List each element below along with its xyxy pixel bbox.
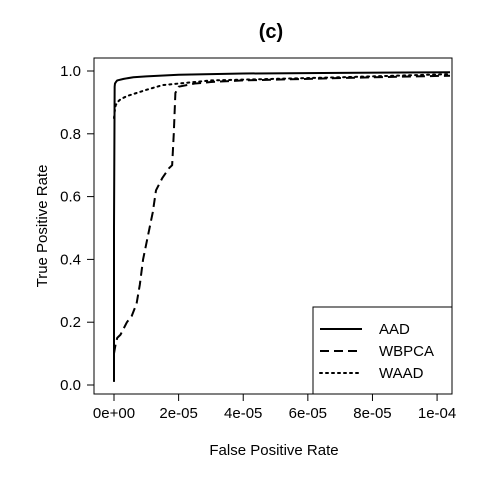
y-tick-label: 0.8 <box>60 126 81 143</box>
x-tick-label: 4e-05 <box>224 405 262 422</box>
legend-label-waad: WAAD <box>379 365 424 382</box>
x-tick-label: 6e-05 <box>289 405 327 422</box>
x-tick-label: 0e+00 <box>93 405 135 422</box>
legend-label-aad: AAD <box>379 321 410 338</box>
y-axis: 0.0 0.2 0.4 0.6 0.8 1.0 <box>60 63 95 394</box>
series-line-wbpca <box>113 74 451 354</box>
series-layer <box>113 71 451 382</box>
legend-label-wbpca: WBPCA <box>379 343 434 360</box>
y-tick-label: 0.2 <box>60 314 81 331</box>
series-line-waad <box>113 73 451 120</box>
x-tick-label: 8e-05 <box>353 405 391 422</box>
x-tick-label: 1e-04 <box>418 405 456 422</box>
y-tick-label: 0.4 <box>60 251 81 268</box>
y-tick-label: 0.6 <box>60 189 81 206</box>
x-axis-label: False Positive Rate <box>209 442 338 459</box>
series-line-aad <box>113 71 451 382</box>
x-axis: 0e+00 2e-05 4e-05 6e-05 8e-05 1e-04 <box>93 393 456 422</box>
y-tick-label: 1.0 <box>60 63 81 80</box>
y-tick-label: 0.0 <box>60 377 81 394</box>
y-axis-label: True Positive Rate <box>34 165 51 288</box>
x-tick-label: 2e-05 <box>159 405 197 422</box>
chart-title: (c) <box>259 21 283 43</box>
legend: AAD WBPCA WAAD <box>312 306 453 395</box>
